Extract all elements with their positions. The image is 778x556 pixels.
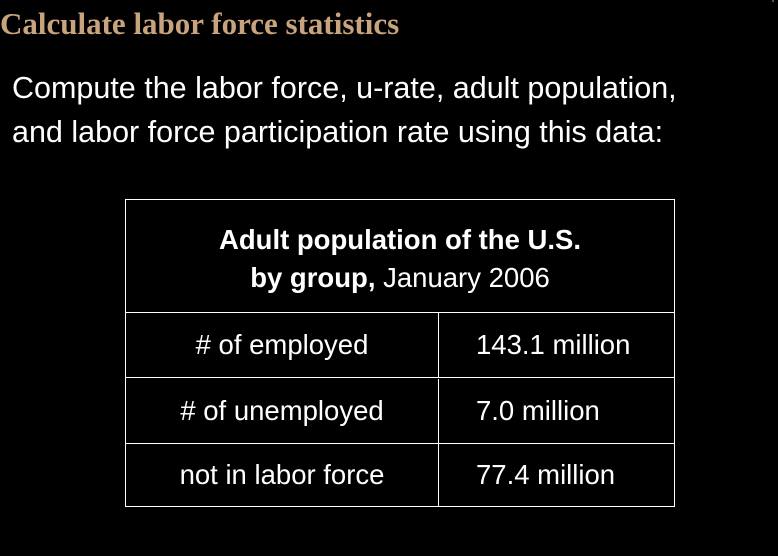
table-row: # of employed 143.1 million <box>126 313 674 378</box>
row-value-employed: 143.1 million <box>476 329 631 360</box>
row-label-unemployed: # of unemployed <box>126 379 439 443</box>
slide-title: Calculate labor force statistics <box>0 6 400 41</box>
table-header-title: Adult population of the U.S. <box>218 224 582 255</box>
corner-mark <box>772 0 774 2</box>
table-header-subtitle-bold: by group, <box>250 262 376 293</box>
row-value-unemployed: 7.0 million <box>476 395 600 426</box>
labor-data-table: Adult population of the U.S. by group, J… <box>125 199 675 507</box>
table-row: not in labor force 77.4 million <box>126 444 674 506</box>
row-label-not-in-labor-force: not in labor force <box>126 444 439 506</box>
table-header: Adult population of the U.S. by group, J… <box>126 200 674 313</box>
table-header-subtitle: by group, January 2006 <box>126 262 674 294</box>
slide-body-text: Compute the labor force, u-rate, adult p… <box>12 66 772 154</box>
row-value-not-in-labor-force: 77.4 million <box>476 459 616 490</box>
table-row: # of unemployed 7.0 million <box>126 379 674 444</box>
body-line-2: and labor force participation rate using… <box>12 115 664 149</box>
body-line-1: Compute the labor force, u-rate, adult p… <box>12 71 677 105</box>
row-label-employed: # of employed <box>126 313 439 377</box>
table-header-date: January 2006 <box>375 262 550 293</box>
